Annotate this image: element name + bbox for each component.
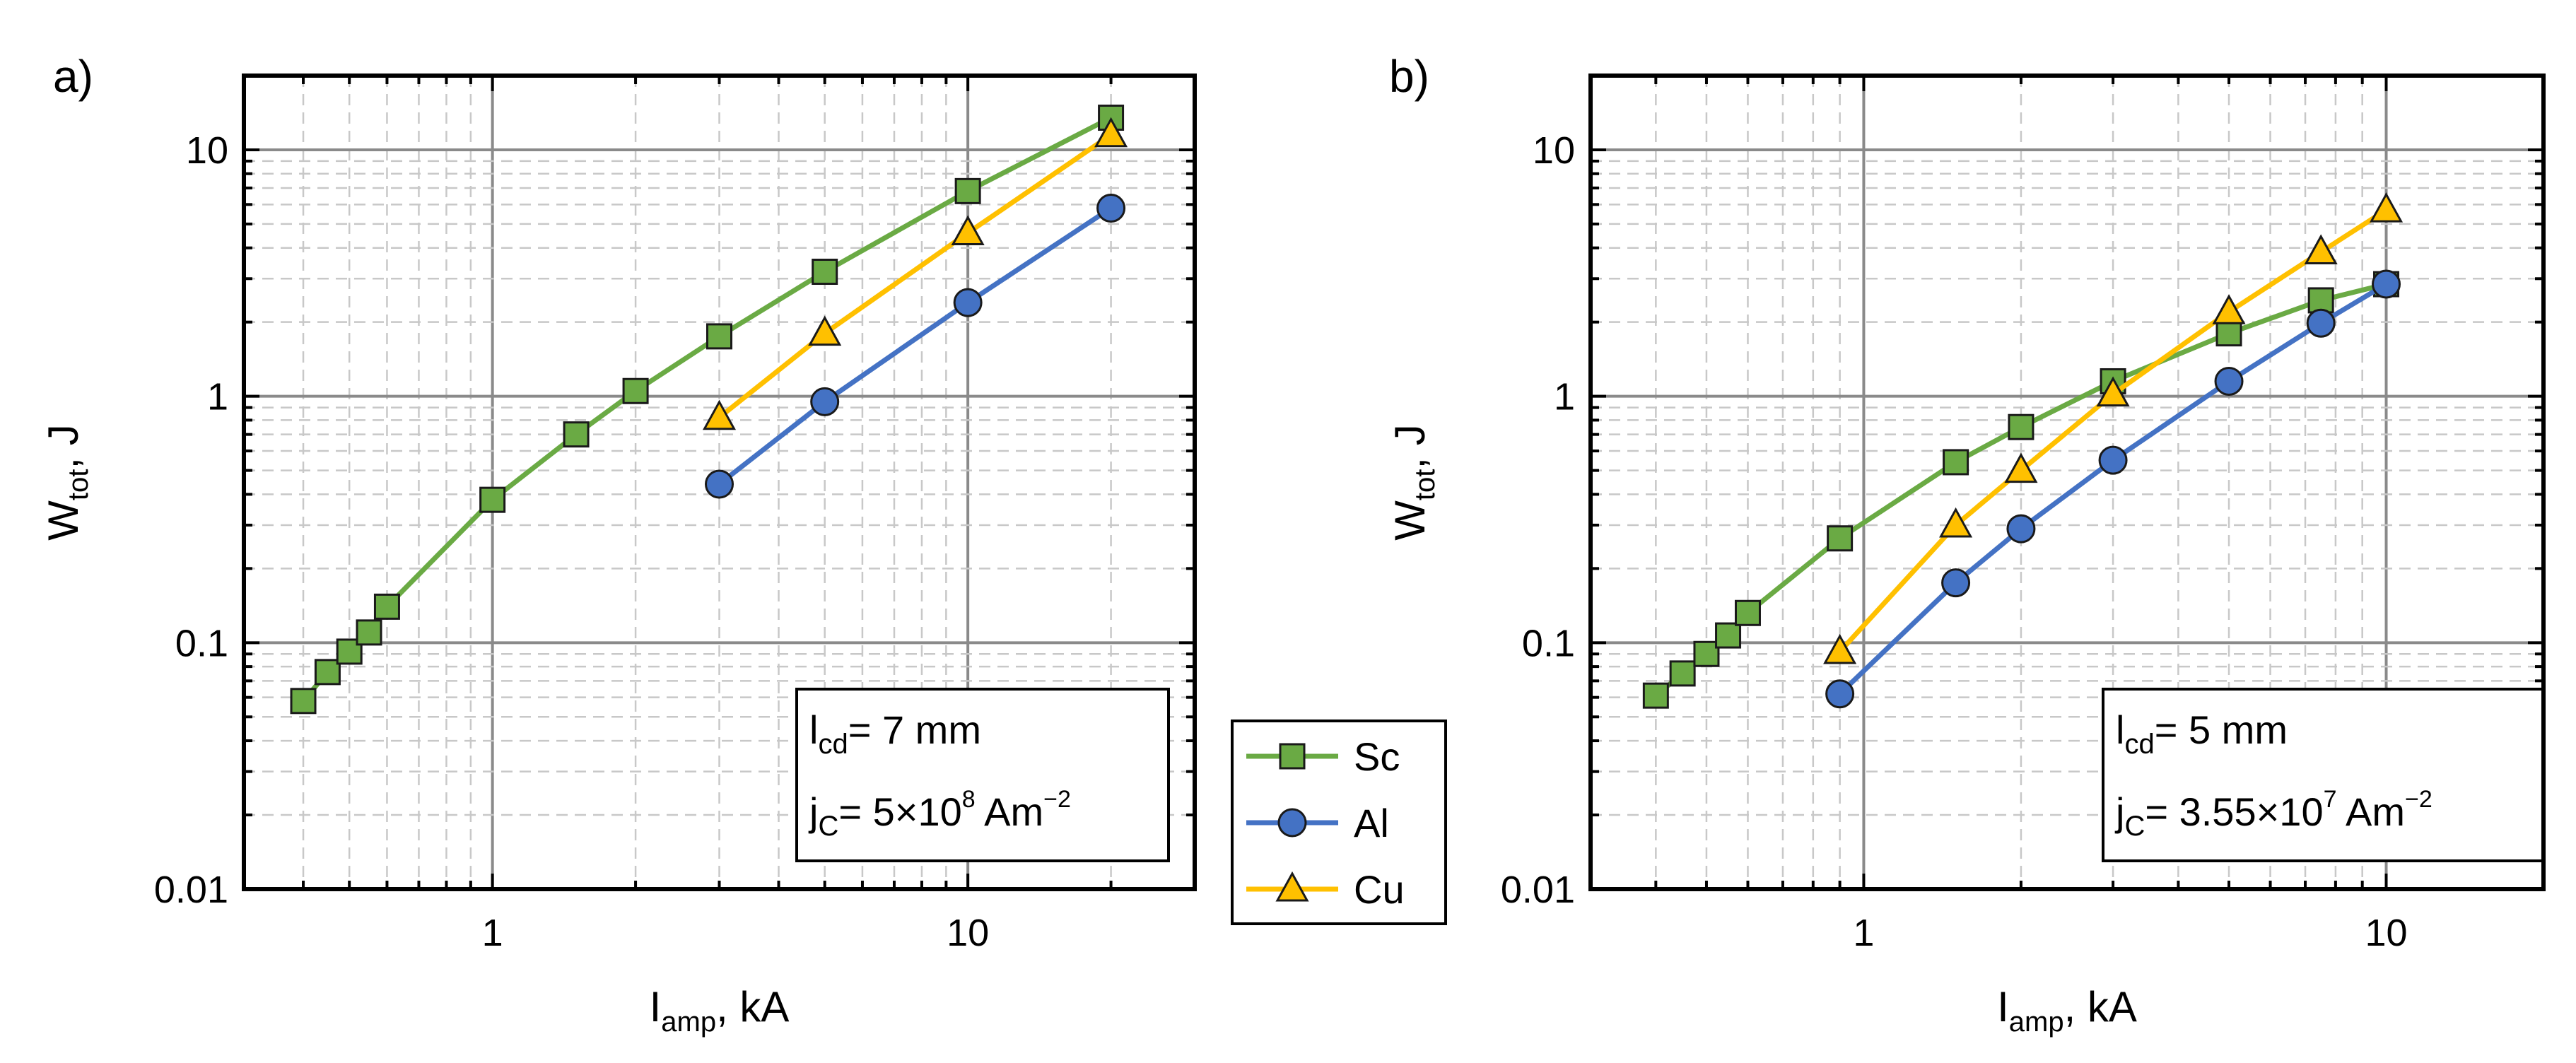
data-point-sc [479,486,506,513]
y-axis-label: Wtot, J [40,424,94,540]
parameter-jc: jC= 5×108 Am−2 [808,786,1071,842]
data-point-cu [2212,294,2246,324]
data-point-cu [2304,234,2338,265]
data-point-cu [2004,452,2038,483]
data-point-sc [2307,287,2334,314]
data-point-al [2006,514,2036,544]
data-point-cu [1823,633,1857,664]
data-point-cu [1094,117,1128,148]
parameter-jc: jC= 3.55×107 Am−2 [2114,786,2432,842]
x-axis-label: Iamp, kA [650,983,790,1038]
series-al [1825,269,2401,709]
legend-marker [1277,808,1307,838]
data-point-sc [1943,449,1969,476]
y-tick-label: 10 [1533,129,1575,172]
parameter-box: lcd= 5 mm jC= 3.55×107 Am−2 [2102,688,2544,862]
series-line-cu [718,132,1113,420]
data-point-sc [373,593,400,620]
data-point-cu [1939,507,1973,538]
parameter-box: lcd= 7 mm jC= 5×108 Am−2 [795,688,1170,862]
chart-panel-b: 1 10 0.01 0.1 1 10 b) Iamp, kA Wtot, J lcd= 5 mm j… [1386,51,2546,1038]
y-tick-label: 1 [207,376,228,418]
data-point-sc [1642,682,1669,709]
data-point-al [1096,193,1126,223]
y-tick-label: 1 [1554,376,1575,418]
data-point-al [953,288,983,317]
data-point-sc [954,177,981,204]
data-point-cu [2096,376,2130,407]
y-axis-label: Wtot, J [1386,424,1441,540]
data-point-al [810,387,840,416]
data-point-cu [808,315,842,346]
data-point-cu [702,399,737,430]
data-point-al [2214,366,2244,396]
data-point-al [1825,679,1855,709]
legend-label: Cu [1354,867,1405,912]
y-tick-label: 0.01 [154,869,228,911]
series-sc [290,105,1125,715]
data-point-al [705,469,734,499]
data-point-sc [1827,525,1854,552]
data-point-sc [1715,622,1742,649]
parameter-lcd: lcd= 5 mm [2116,707,2288,760]
series-cu [702,117,1128,430]
data-point-cu [951,215,985,246]
x-tick-label: 1 [1853,912,1874,954]
panel-label: a) [53,51,93,102]
parameter-lcd: lcd= 7 mm [809,707,981,760]
panel-label: b) [1389,51,1429,102]
data-point-sc [1669,660,1696,687]
data-point-al [2098,445,2128,475]
y-tick-label: 10 [186,129,228,172]
data-point-sc [2008,413,2035,440]
series-cu [1823,192,2404,664]
x-tick-label: 10 [947,912,989,954]
legend-label: Al [1354,801,1389,845]
legend-marker [1279,743,1306,770]
y-tick-label: 0.1 [1522,622,1575,664]
data-point-sc [314,659,341,686]
data-point-sc [563,421,590,448]
data-point-sc [290,688,317,715]
series-line-al [718,206,1113,486]
data-point-sc [812,259,838,286]
x-axis-label: Iamp, kA [1997,983,2137,1038]
data-point-sc [622,377,649,404]
y-tick-label: 0.1 [175,622,228,664]
parameter-box-frame [795,688,1170,862]
data-point-al [1941,568,1971,598]
data-point-cu [2369,192,2404,223]
x-tick-label: 1 [482,912,503,954]
ticks [244,76,1195,889]
x-tick-label: 10 [2365,912,2407,954]
legend-label: Sc [1354,734,1400,779]
data-point-sc [2215,320,2242,347]
parameter-box-frame [2102,688,2544,862]
legend-item-cu: Cu [1246,867,1405,912]
legend: Sc Al Cu [1231,720,1447,925]
series-al [705,193,1126,499]
chart-panel-a: 1 10 0.01 0.1 1 10 a) Iamp, kA Wtot, J lcd= 7 mm j… [40,51,1197,1038]
legend-marker [1275,871,1309,902]
legend-item-sc: Sc [1246,734,1400,779]
grid [244,76,1195,889]
legend-item-al: Al [1246,801,1389,845]
data-point-al [2306,308,2336,338]
plot-frame [1588,74,2546,891]
data-point-sc [1734,599,1761,626]
data-point-sc [1693,640,1720,667]
data-point-sc [356,619,382,646]
data-point-al [2372,269,2401,299]
data-point-sc [706,323,732,350]
y-tick-label: 0.01 [1501,869,1575,911]
